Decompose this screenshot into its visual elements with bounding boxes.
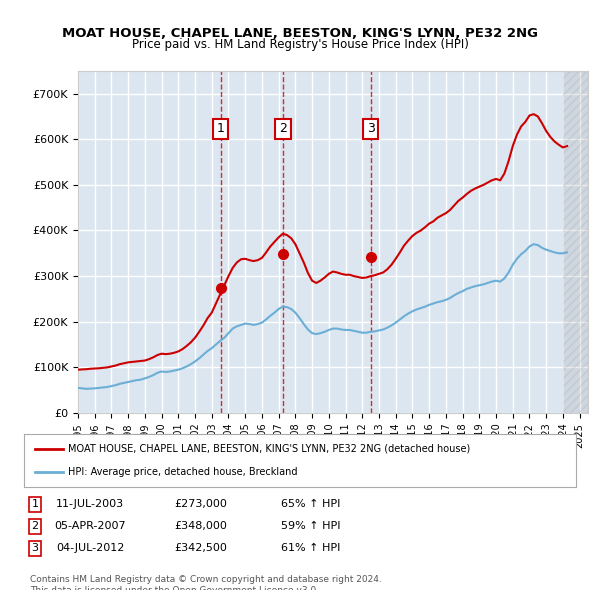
Text: MOAT HOUSE, CHAPEL LANE, BEESTON, KING'S LYNN, PE32 2NG (detached house): MOAT HOUSE, CHAPEL LANE, BEESTON, KING'S… [68, 444, 470, 454]
Text: 2: 2 [31, 522, 38, 532]
Text: 04-JUL-2012: 04-JUL-2012 [56, 543, 124, 553]
Text: 11-JUL-2003: 11-JUL-2003 [56, 500, 124, 510]
Text: £348,000: £348,000 [174, 522, 227, 532]
Text: MOAT HOUSE, CHAPEL LANE, BEESTON, KING'S LYNN, PE32 2NG: MOAT HOUSE, CHAPEL LANE, BEESTON, KING'S… [62, 27, 538, 40]
Text: £273,000: £273,000 [174, 500, 227, 510]
Text: Contains HM Land Registry data © Crown copyright and database right 2024.
This d: Contains HM Land Registry data © Crown c… [30, 575, 382, 590]
Text: HPI: Average price, detached house, Breckland: HPI: Average price, detached house, Brec… [68, 467, 298, 477]
Text: 59% ↑ HPI: 59% ↑ HPI [281, 522, 341, 532]
Text: 1: 1 [217, 123, 224, 136]
Bar [563, 71, 588, 413]
Text: 3: 3 [367, 123, 375, 136]
Text: 2: 2 [279, 123, 287, 136]
Text: 1: 1 [32, 500, 38, 510]
Text: 61% ↑ HPI: 61% ↑ HPI [281, 543, 341, 553]
Text: Price paid vs. HM Land Registry's House Price Index (HPI): Price paid vs. HM Land Registry's House … [131, 38, 469, 51]
Text: 05-APR-2007: 05-APR-2007 [55, 522, 126, 532]
Text: 3: 3 [32, 543, 38, 553]
Text: £342,500: £342,500 [174, 543, 227, 553]
Text: 65% ↑ HPI: 65% ↑ HPI [281, 500, 341, 510]
